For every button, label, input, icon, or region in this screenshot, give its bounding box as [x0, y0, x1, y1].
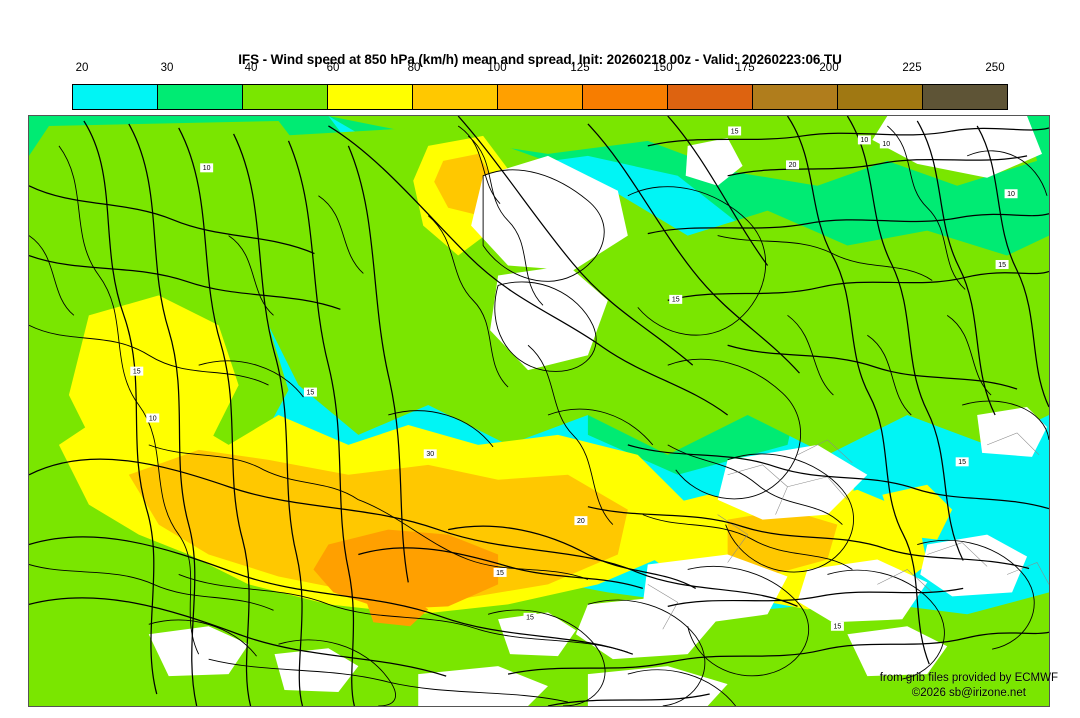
colorbar	[72, 84, 1008, 110]
contour-label-layer: 10 15 15 10 30 20 15 15 15 20 10 15 10 15 10 15 15	[130, 126, 1018, 631]
colorbar-segment-60-80	[328, 85, 413, 109]
colorbar-segment-20-30	[73, 85, 158, 109]
contour-label-15: 15	[834, 624, 842, 631]
contour-label-15: 15	[133, 368, 141, 375]
colorbar-tick-labels: 20 30 40 60 80 100 125 150 175 200 225 250	[0, 62, 1080, 80]
contour-label-15: 15	[731, 128, 739, 135]
contour-label-30: 30	[426, 451, 434, 458]
colorbar-segment-150-175	[668, 85, 753, 109]
contour-label-10: 10	[882, 141, 890, 148]
contour-label-10: 10	[149, 415, 157, 422]
colorbar-tick-175: 175	[735, 62, 755, 74]
filled-contour-layer	[29, 116, 1049, 706]
contour-label-background	[786, 160, 799, 170]
colorbar-tick-150: 150	[653, 62, 673, 74]
colorbar-segment-80-100	[413, 85, 498, 109]
colorbar-tick-225: 225	[902, 62, 922, 74]
contour-label-background	[574, 516, 588, 526]
colorbar-segment-30-40	[158, 85, 243, 109]
contour-label-20: 20	[577, 518, 585, 525]
contour-label-background	[303, 387, 317, 397]
contour-label-background	[879, 139, 893, 149]
contour-label-background	[523, 612, 537, 622]
page-title: IFS - Wind speed at 850 hPa (km/h) mean …	[238, 52, 842, 67]
contour-label-background	[728, 126, 742, 136]
contour-label-background	[1004, 189, 1018, 199]
contour-label-background	[423, 449, 437, 459]
spread-contour-layer	[29, 116, 1049, 706]
contour-label-background	[955, 457, 969, 467]
contour-label-20: 20	[789, 162, 797, 169]
colorbar-tick-20: 20	[75, 62, 89, 74]
colorbar-segment-200-225	[838, 85, 923, 109]
political-border-layer	[647, 432, 1049, 630]
colorbar-tick-125: 125	[570, 62, 590, 74]
colorbar-tick-250: 250	[985, 62, 1005, 74]
contour-label-15: 15	[958, 459, 966, 466]
contour-label-15: 15	[526, 615, 534, 622]
coastline-layer	[29, 125, 1049, 706]
contour-label-background	[200, 163, 214, 173]
colorbar-tick-80: 80	[407, 62, 421, 74]
contour-label-15: 15	[672, 297, 680, 304]
colorbar-segment-40-60	[243, 85, 328, 109]
contour-label-10: 10	[203, 165, 211, 172]
contour-label-10: 10	[860, 137, 868, 144]
colorbar-segment-225-250	[923, 85, 1007, 109]
contour-label-background	[995, 260, 1009, 269]
colorbar-segment-125-150	[583, 85, 668, 109]
contour-label-background	[493, 567, 507, 577]
contour-label-15: 15	[496, 570, 504, 577]
colorbar-tick-40: 40	[244, 62, 258, 74]
colorbar-tick-200: 200	[819, 62, 839, 74]
contour-label-10: 10	[1007, 191, 1015, 198]
contour-label-background	[830, 621, 844, 631]
map-svg: 10 15 15 10 30 20 15 15 15 20 10 15 10 15 10 15 15	[29, 116, 1049, 706]
colorbar-segments	[72, 84, 1008, 110]
colorbar-tick-30: 30	[160, 62, 174, 74]
colorbar-segment-100-125	[498, 85, 583, 109]
map-canvas[interactable]: 10 15 15 10 30 20 15 15 15 20 10 15 10 15 10 15 15	[28, 115, 1050, 707]
contour-label-background	[669, 294, 683, 304]
contour-label-background	[130, 366, 144, 376]
colorbar-tick-60: 60	[326, 62, 340, 74]
below-threshold-areas	[148, 116, 1048, 706]
contour-label-background	[857, 135, 871, 145]
contour-label-15: 15	[307, 389, 315, 396]
contour-label-15: 15	[998, 262, 1006, 269]
colorbar-tick-100: 100	[487, 62, 507, 74]
colorbar-segment-175-200	[753, 85, 838, 109]
contour-label-background	[146, 413, 160, 423]
